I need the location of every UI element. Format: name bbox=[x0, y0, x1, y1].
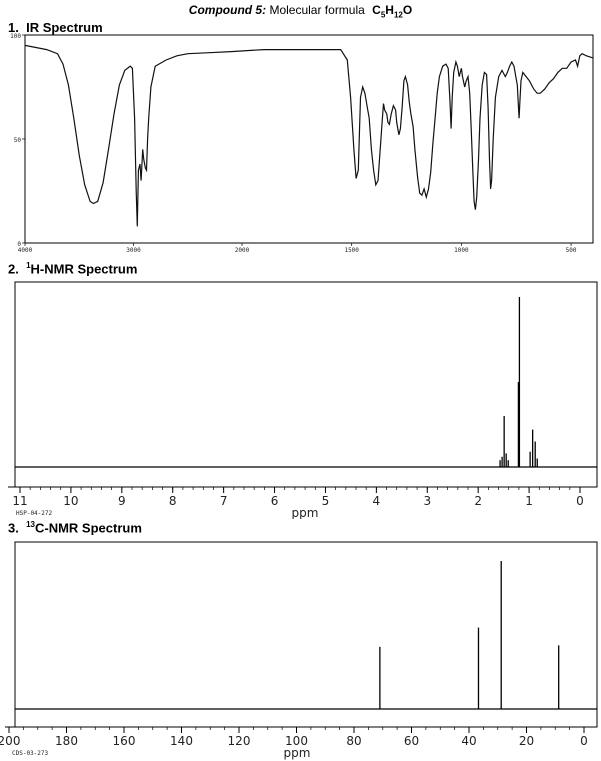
ir-x-tick-label: 1500 bbox=[344, 247, 359, 254]
ir-y-tick-label: 0 bbox=[17, 241, 21, 248]
c-nmr-x-tick-label: 160 bbox=[113, 734, 136, 748]
compound-label: Compound 5: bbox=[188, 3, 267, 17]
ir-x-tick-label: 1000 bbox=[454, 247, 469, 254]
hnmr-section-title: 2. 1H-NMR Spectrum bbox=[8, 261, 138, 277]
c-nmr-x-tick-label: 140 bbox=[170, 734, 193, 748]
ir-x-tick-label: 3000 bbox=[126, 247, 141, 254]
ir-transmittance-trace bbox=[24, 44, 594, 227]
h-nmr-x-tick-label: 7 bbox=[220, 494, 228, 508]
c-nmr-x-tick-label: 80 bbox=[346, 734, 361, 748]
c-nmr-x-tick-label: 180 bbox=[55, 734, 78, 748]
compound-header: Compound 5: Molecular formula C5H12O bbox=[0, 3, 601, 19]
h-nmr-x-tick-label: 11 bbox=[12, 494, 27, 508]
h-nmr-x-tick-label: 2 bbox=[474, 494, 482, 508]
cnmr-section-title: 3. 13C-NMR Spectrum bbox=[8, 520, 142, 536]
h-nmr-x-tick-label: 9 bbox=[118, 494, 126, 508]
c-nmr-x-tick-label: 40 bbox=[461, 734, 476, 748]
c-nmr-x-axis-label: ppm bbox=[284, 746, 311, 760]
c-nmr-x-tick-label: 0 bbox=[580, 734, 588, 748]
h-nmr-plot-frame bbox=[14, 281, 598, 488]
h-nmr-x-tick-label: 8 bbox=[169, 494, 177, 508]
ir-x-tick-label: 4000 bbox=[18, 247, 33, 254]
h-nmr-x-tick-label: 1 bbox=[525, 494, 533, 508]
h-nmr-x-tick-label: 5 bbox=[322, 494, 330, 508]
ir-y-tick-label: 100 bbox=[10, 33, 21, 40]
ir-x-tick-label: 500 bbox=[566, 247, 577, 254]
h-nmr-spectrum-code: HSP-04-272 bbox=[16, 510, 53, 517]
c-nmr-x-tick-label: 100 bbox=[285, 734, 308, 748]
h-nmr-x-tick-label: 6 bbox=[271, 494, 279, 508]
h-nmr-x-axis-label: ppm bbox=[292, 506, 319, 519]
h-nmr-x-tick-label: 10 bbox=[63, 494, 78, 508]
molecular-formula: C5H12O bbox=[372, 3, 413, 20]
c-nmr-x-tick-label: 20 bbox=[519, 734, 534, 748]
c-nmr-spectrum-code: CDS-03-273 bbox=[12, 750, 49, 757]
h-nmr-x-tick-label: 4 bbox=[373, 494, 381, 508]
h-nmr-x-tick-label: 3 bbox=[423, 494, 431, 508]
c-nmr-x-tick-label: 60 bbox=[404, 734, 419, 748]
ir-y-tick-label: 50 bbox=[14, 137, 22, 144]
c-nmr-plot-frame bbox=[14, 541, 598, 728]
c-nmr-x-tick-label: 120 bbox=[228, 734, 251, 748]
formula-prefix: Molecular formula bbox=[269, 3, 365, 17]
ir-x-tick-label: 2000 bbox=[235, 247, 250, 254]
ir-section-title: 1. IR Spectrum bbox=[8, 20, 103, 35]
c-nmr-x-tick-label: 200 bbox=[0, 734, 20, 748]
h-nmr-x-tick-label: 0 bbox=[576, 494, 584, 508]
